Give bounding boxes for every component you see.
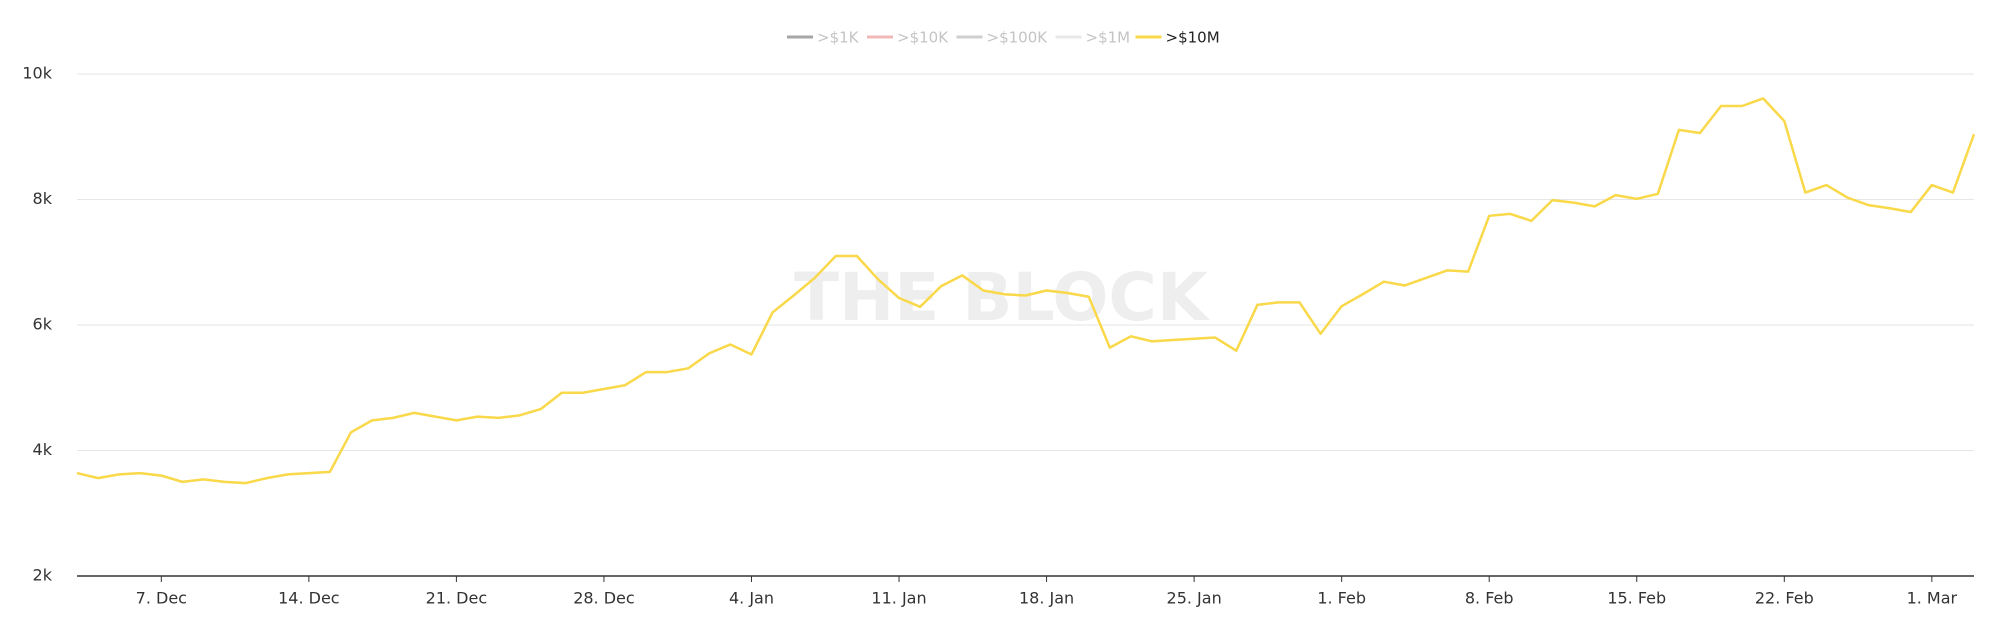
x-tick-label: 18. Jan	[1019, 589, 1074, 608]
x-tick-label: 1. Feb	[1317, 589, 1366, 608]
legend-label[interactable]: >$10K	[897, 29, 949, 47]
legend-label[interactable]: >$1M	[1086, 29, 1131, 47]
legend-label[interactable]: >$10M	[1166, 29, 1220, 47]
y-tick-label: 8k	[33, 189, 53, 208]
x-tick-label: 4. Jan	[729, 589, 774, 608]
y-tick-label: 6k	[33, 315, 53, 334]
x-tick-label: 15. Feb	[1607, 589, 1666, 608]
x-tick-label: 22. Feb	[1755, 589, 1814, 608]
y-tick-label: 4k	[33, 440, 53, 459]
x-tick-label: 1. Mar	[1907, 589, 1958, 608]
x-tick-label: 28. Dec	[573, 589, 635, 608]
x-tick-label: 11. Jan	[871, 589, 926, 608]
series-line	[76, 97, 1976, 485]
x-tick-label: 7. Dec	[136, 589, 187, 608]
x-tick-label: 21. Dec	[426, 589, 488, 608]
watermark: THE BLOCK	[794, 259, 1211, 336]
x-tick-label: 25. Jan	[1167, 589, 1222, 608]
y-tick-label: 2k	[33, 566, 53, 585]
y-tick-label: 10k	[22, 64, 52, 83]
legend-label[interactable]: >$100K	[987, 29, 1049, 47]
x-tick-label: 14. Dec	[278, 589, 340, 608]
x-tick-label: 8. Feb	[1465, 589, 1514, 608]
legend-label[interactable]: >$1K	[817, 29, 860, 47]
